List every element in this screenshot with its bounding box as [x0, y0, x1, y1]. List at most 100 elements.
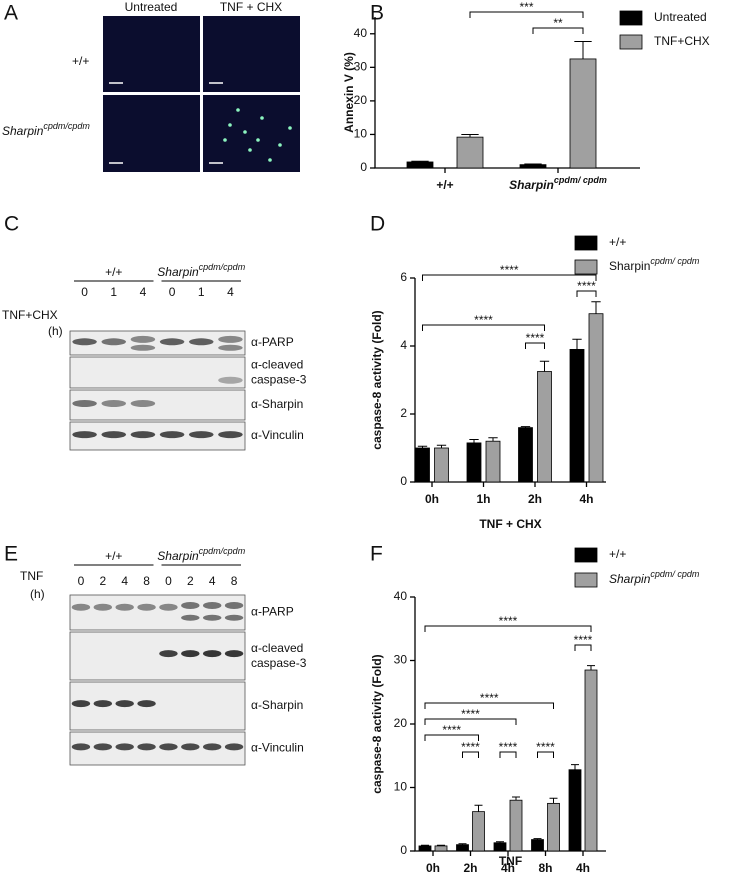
- significance-label: ****: [577, 279, 596, 293]
- significance-label: ****: [442, 723, 461, 737]
- band: [203, 602, 222, 609]
- micrograph: [203, 16, 300, 92]
- bar: [569, 58, 597, 169]
- x-tick-label: 8h: [538, 861, 552, 874]
- row-label: Sharpincpdm/cpdm: [2, 121, 90, 138]
- bar: [406, 161, 434, 169]
- legend-swatch: [574, 547, 598, 563]
- panel-letter: D: [370, 213, 385, 236]
- bar: [569, 348, 585, 483]
- y-axis-label: Annexin V (%): [342, 52, 356, 133]
- significance-label: ****: [574, 633, 593, 647]
- antibody-label: α-cleaved caspase-3: [251, 358, 307, 387]
- band: [130, 335, 156, 343]
- cell: [268, 158, 272, 162]
- band: [224, 614, 244, 621]
- error-bar: [591, 301, 601, 314]
- error-bar: [520, 426, 531, 428]
- error-bar: [539, 360, 550, 372]
- x-tick-label: +/+: [436, 178, 453, 192]
- band: [181, 650, 200, 658]
- y-axis-label: caspase-8 activity (Fold): [370, 310, 384, 449]
- significance-bracket: [424, 734, 479, 741]
- error-bar: [587, 665, 595, 671]
- band: [101, 338, 126, 346]
- cell: [248, 148, 252, 152]
- error-bar: [524, 163, 542, 165]
- band: [72, 338, 97, 346]
- error-bar: [533, 838, 542, 840]
- band: [137, 743, 156, 751]
- cell: [256, 138, 260, 142]
- band: [71, 700, 91, 708]
- x-tick-label: 2h: [528, 492, 542, 506]
- error-bar: [488, 437, 498, 442]
- error-bar: [469, 439, 479, 443]
- error-bar: [417, 445, 428, 448]
- cell: [243, 130, 247, 134]
- legend-label: Untreated: [654, 10, 707, 24]
- band: [181, 614, 200, 621]
- band: [189, 338, 214, 346]
- band: [224, 602, 244, 609]
- antibody-label: α-Vinculin: [251, 741, 304, 755]
- x-tick-label: 4h: [501, 861, 515, 874]
- antibody-label: α-Vinculin: [251, 428, 304, 442]
- band: [218, 335, 243, 343]
- panel-letter: F: [370, 543, 383, 566]
- bar: [456, 844, 469, 852]
- legend-swatch: [619, 10, 643, 26]
- panel-letter: C: [4, 213, 19, 236]
- blot-strip: [69, 421, 246, 451]
- x-tick-label: 4h: [579, 492, 593, 506]
- band: [224, 650, 244, 658]
- unit-label: (h): [30, 587, 45, 601]
- lane-label: 1: [198, 285, 205, 299]
- y-tick-label: 0: [360, 160, 367, 174]
- band: [224, 743, 244, 751]
- lane-label: 4: [209, 574, 216, 588]
- legend-label: +/+: [609, 235, 626, 249]
- significance-label: ****: [499, 740, 518, 754]
- bar: [434, 845, 448, 852]
- bar: [519, 164, 547, 169]
- error-bar: [572, 338, 582, 350]
- y-tick-label: 0: [400, 843, 407, 857]
- bar: [472, 811, 485, 852]
- legend-label: Sharpincpdm/ cpdm: [609, 256, 700, 273]
- significance-label: ****: [526, 331, 545, 345]
- significance-bracket: [469, 11, 584, 18]
- lane-label: 0: [78, 574, 85, 588]
- band: [159, 431, 185, 439]
- error-bar: [549, 797, 558, 804]
- band: [93, 700, 112, 708]
- legend-swatch: [574, 259, 598, 275]
- blot-strip: [69, 356, 246, 389]
- x-tick-label: 0h: [425, 492, 439, 506]
- legend-swatch: [574, 235, 598, 251]
- column-label: TNF + CHX: [220, 0, 282, 14]
- bar: [456, 136, 484, 169]
- x-tick-label: 1h: [476, 492, 490, 506]
- blot-strip: [69, 330, 246, 356]
- significance-bracket: [537, 751, 554, 758]
- micrograph: [203, 95, 300, 172]
- axes: [374, 17, 640, 169]
- significance-bracket: [576, 290, 597, 297]
- significance-bracket: [424, 718, 517, 725]
- bar: [547, 802, 560, 852]
- y-tick-label: 10: [394, 780, 408, 794]
- error-bar: [436, 444, 447, 448]
- antibody-label: α-Sharpin: [251, 698, 303, 712]
- significance-bracket: [532, 27, 584, 34]
- band: [203, 614, 222, 621]
- significance-bracket: [422, 324, 545, 331]
- y-tick-label: 30: [354, 60, 368, 74]
- lane-label: 4: [227, 285, 234, 299]
- band: [93, 743, 112, 751]
- x-tick-label: 2h: [463, 861, 477, 874]
- bar: [568, 769, 582, 852]
- error-bar: [574, 40, 592, 59]
- cell: [288, 126, 292, 130]
